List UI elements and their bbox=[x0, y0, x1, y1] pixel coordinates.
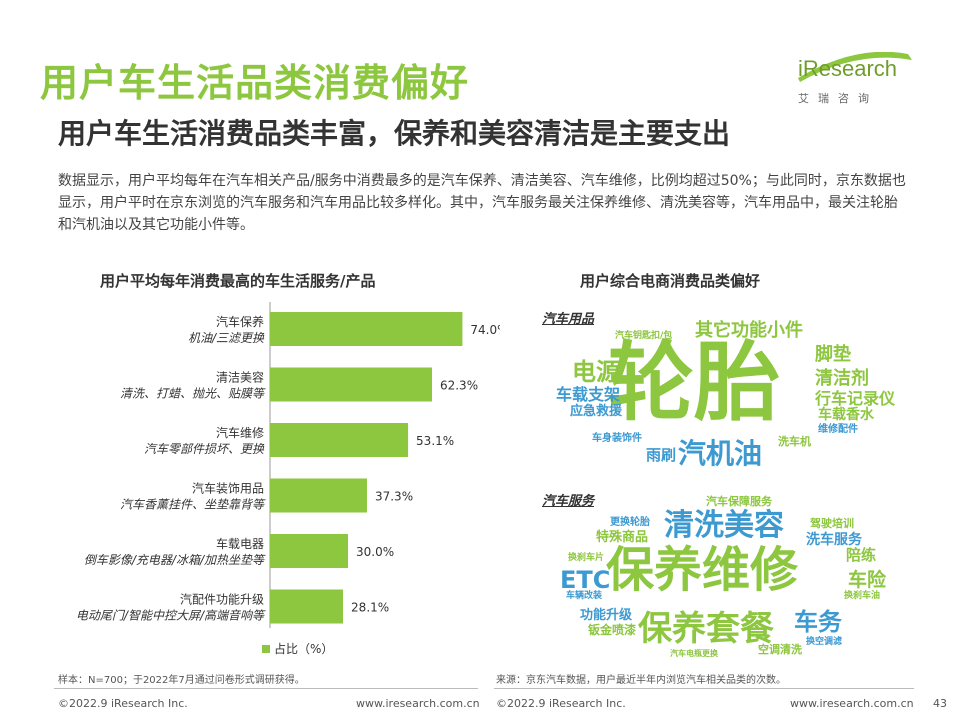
cloud-word: 换刹车片 bbox=[568, 553, 605, 563]
cloud-word: 换刹车油 bbox=[844, 591, 881, 601]
logo-swoosh-icon bbox=[798, 52, 912, 82]
cloud-word: 汽机油 bbox=[678, 437, 763, 470]
cloud-word: 功能升级 bbox=[580, 608, 633, 623]
iresearch-logo: iResearch 艾瑞咨询 bbox=[796, 52, 914, 108]
bar-5 bbox=[270, 589, 344, 624]
cloud-word: 洗车服务 bbox=[806, 532, 862, 548]
cloud-label-goods: 汽车用品 bbox=[542, 312, 595, 327]
logo-subtext: 艾瑞咨询 bbox=[798, 92, 878, 105]
page-subtitle: 用户车生活消费品类丰富，保养和美容清洁是主要支出 bbox=[58, 117, 731, 150]
cloud-word: 清洁剂 bbox=[815, 368, 869, 389]
cloud-word: 应急救援 bbox=[570, 404, 623, 419]
wordcloud-title: 用户综合电商消费品类偏好 bbox=[580, 272, 761, 290]
cloud-word: 车险 bbox=[848, 569, 887, 591]
bar-category-label: 汽配件功能升级 bbox=[180, 592, 264, 607]
cloud-word: 洗车机 bbox=[778, 435, 811, 448]
legend-label: 占比（%） bbox=[274, 642, 334, 656]
bar-category-label: 车载电器 bbox=[216, 536, 264, 551]
cloud-word: 驾驶培训 bbox=[810, 517, 854, 530]
cloud-word: 汽车保障服务 bbox=[706, 495, 772, 508]
bar-value-label: 28.1% bbox=[351, 601, 389, 615]
cloud-word: 轮胎 bbox=[608, 333, 780, 433]
bar-value-label: 30.0% bbox=[356, 545, 394, 559]
bar-category-detail: 机油/三滤更换 bbox=[188, 331, 265, 345]
bar-category-detail: 汽车香薰挂件、坐垫靠背等 bbox=[120, 498, 266, 512]
page-number: 43 bbox=[933, 697, 947, 710]
cloud-label-service: 汽车服务 bbox=[542, 494, 595, 509]
source-note: 来源：京东汽车数据，用户最近半年内浏览汽车相关品类的次数。 bbox=[496, 675, 786, 686]
cloud-word: ETC bbox=[560, 566, 611, 594]
cloud-word: 汽车钥匙扣/包 bbox=[615, 331, 673, 341]
footer-divider-right bbox=[494, 688, 914, 689]
cloud-word: 保养维修 bbox=[606, 542, 799, 598]
cloud-word: 特殊商品 bbox=[596, 530, 649, 545]
bar-category-label: 清洁美容 bbox=[216, 370, 264, 385]
bar-1 bbox=[270, 367, 432, 402]
bar-category-label: 汽车保养 bbox=[216, 314, 264, 329]
footer-copyright-right: ©2022.9 iResearch Inc. bbox=[496, 697, 626, 710]
cloud-word: 钣金喷漆 bbox=[588, 623, 637, 637]
cloud-word: 空调清洗 bbox=[758, 643, 802, 656]
bar-category-detail: 清洗、打蜡、抛光、贴膜等 bbox=[120, 387, 266, 401]
bar-value-label: 62.3% bbox=[440, 379, 478, 393]
bar-value-label: 37.3% bbox=[375, 490, 413, 504]
bar-chart-title: 用户平均每年消费最高的车生活服务/产品 bbox=[100, 272, 376, 290]
cloud-word: 雨刷 bbox=[646, 446, 677, 464]
bar-4 bbox=[270, 534, 348, 568]
legend-swatch bbox=[262, 645, 270, 653]
cloud-word: 清洗美容 bbox=[664, 508, 784, 543]
page-title: 用户车生活品类消费偏好 bbox=[40, 61, 470, 105]
page-description: 数据显示，用户平均每年在汽车相关产品/服务中消费最多的是汽车保养、清洁美容、汽车… bbox=[58, 173, 906, 233]
bar-category-label: 汽车维修 bbox=[216, 425, 264, 440]
footer-divider-left bbox=[54, 688, 478, 689]
bar-category-detail: 倒车影像/充电器/冰箱/加热坐垫等 bbox=[84, 553, 266, 567]
bar-category-detail: 汽车零部件损坏、更换 bbox=[144, 442, 265, 456]
cloud-word: 汽车电瓶更换 bbox=[670, 649, 718, 658]
cloud-word: 陪练 bbox=[846, 546, 877, 564]
cloud-word: 车辆改装 bbox=[566, 591, 603, 601]
cloud-word: 车载香水 bbox=[818, 407, 874, 423]
cloud-word: 脚垫 bbox=[815, 344, 851, 365]
cloud-word: 电源 bbox=[572, 358, 620, 386]
logo-text: iResearch bbox=[798, 56, 898, 81]
sample-note: 样本：N=700；于2022年7月通过问卷形式调研获得。 bbox=[58, 675, 305, 686]
footer-site-right[interactable]: www.iresearch.com.cn bbox=[790, 697, 914, 710]
cloud-word: 车务 bbox=[794, 608, 842, 636]
cloud-word: 行车记录仪 bbox=[815, 389, 896, 408]
cloud-word: 换空调滤 bbox=[806, 637, 843, 647]
cloud-word: 更换轮胎 bbox=[610, 517, 650, 528]
cloud-word: 其它功能小件 bbox=[695, 320, 803, 341]
bar-2 bbox=[270, 423, 409, 457]
cloud-word: 保养套餐 bbox=[638, 609, 774, 649]
bar-3 bbox=[270, 478, 367, 513]
bar-0 bbox=[270, 312, 463, 346]
cloud-word: 车身装饰件 bbox=[592, 433, 642, 444]
bar-category-detail: 电动尾门/智能中控大屏/高端音响等 bbox=[76, 609, 266, 623]
bar-legend: 占比（%） bbox=[262, 640, 333, 657]
footer-site-left[interactable]: www.iresearch.com.cn bbox=[356, 697, 480, 710]
bar-value-label: 53.1% bbox=[416, 434, 454, 448]
footer-copyright-left: ©2022.9 iResearch Inc. bbox=[58, 697, 188, 710]
cloud-word: 车载支架 bbox=[556, 385, 621, 404]
bar-value-label: 74.0% bbox=[470, 323, 500, 337]
cloud-word: 维修配件 bbox=[818, 424, 858, 435]
bar-category-label: 汽车装饰用品 bbox=[192, 481, 264, 496]
